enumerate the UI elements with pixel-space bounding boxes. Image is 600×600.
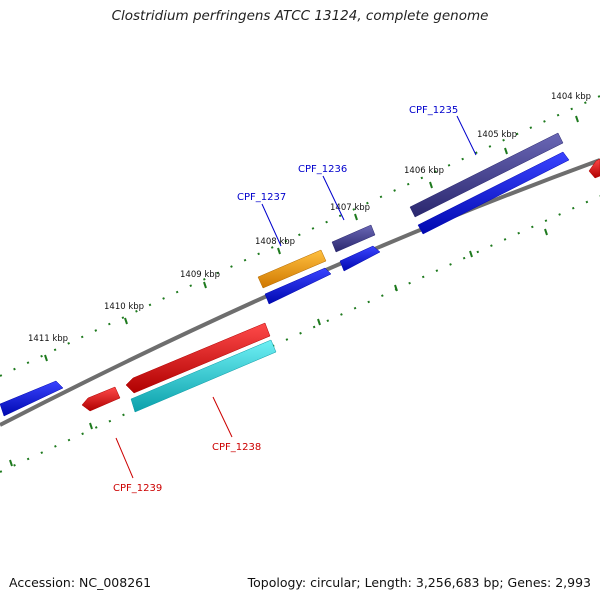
leader-line — [322, 175, 345, 221]
kbp-label: 1410 kbp — [104, 302, 144, 312]
kbp-label: 1408 kbp — [255, 237, 295, 247]
gene-cpf1237-outer[interactable] — [257, 249, 327, 289]
gene-cpf1235-outer[interactable] — [409, 132, 564, 218]
gene-label-cpf1238: CPF_1238 — [212, 442, 261, 453]
gene-label-cpf1235: CPF_1235 — [409, 105, 458, 116]
gene-cpf1238-cyan[interactable] — [130, 339, 277, 413]
gene-cpf1235-arrow[interactable] — [417, 151, 570, 235]
kbp-label: 1407 kbp — [330, 203, 370, 213]
gene-right-red[interactable] — [588, 158, 600, 179]
leader-line — [261, 203, 282, 247]
gene-cpf1239-red[interactable] — [81, 386, 121, 412]
outer-tick-ring — [0, 95, 600, 377]
gene-cpf1238-red[interactable] — [125, 322, 271, 394]
gene-label-cpf1236: CPF_1236 — [298, 164, 347, 175]
kbp-label: 1409 kbp — [180, 270, 220, 280]
leader-line — [456, 115, 477, 156]
gene-left-arrow[interactable] — [0, 380, 64, 417]
genome-backbone — [0, 158, 600, 427]
gene-label-cpf1239: CPF_1239 — [113, 483, 162, 494]
genome-summary-text: Topology: circular; Length: 3,256,683 bp… — [247, 575, 591, 590]
inner-major-ticks — [9, 228, 548, 467]
map-title: Clostridium perfringens ATCC 13124, comp… — [111, 8, 489, 24]
gene-label-cpf1237: CPF_1237 — [237, 192, 286, 203]
outer-major-ticks — [44, 115, 579, 362]
kbp-label: 1405 kbp — [477, 130, 517, 140]
inner-tick-ring — [0, 195, 600, 473]
kbp-label: 1406 kbp — [404, 166, 444, 176]
leader-line — [115, 437, 134, 479]
gene-cpf1237-arrow[interactable] — [264, 267, 332, 305]
gene-cpf1236-outer[interactable] — [331, 224, 376, 253]
kbp-label: 1404 kbp — [551, 92, 591, 102]
accession-text: Accession: NC_008261 — [9, 575, 152, 590]
gene-cpf1236-arrow[interactable] — [339, 245, 381, 272]
kbp-label: 1411 kbp — [28, 334, 68, 344]
leader-line — [212, 396, 233, 438]
